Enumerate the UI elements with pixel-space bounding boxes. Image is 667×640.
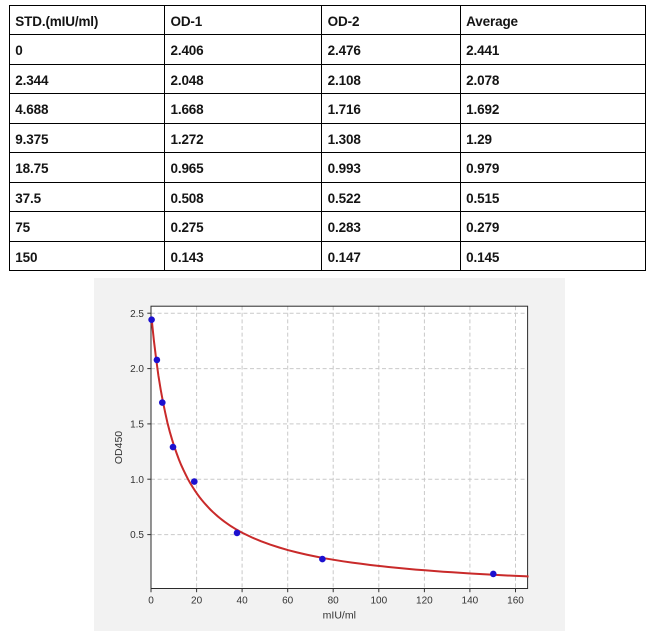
svg-text:20: 20 (191, 595, 203, 606)
svg-text:OD450: OD450 (113, 431, 125, 464)
svg-text:mIU/ml: mIU/ml (323, 610, 356, 622)
svg-text:1.5: 1.5 (130, 420, 144, 431)
svg-text:140: 140 (462, 595, 479, 606)
svg-text:60: 60 (282, 595, 294, 606)
svg-text:0.5: 0.5 (130, 530, 144, 541)
svg-text:80: 80 (328, 595, 340, 606)
svg-text:160: 160 (507, 595, 524, 606)
svg-text:2.5: 2.5 (130, 309, 144, 320)
svg-text:100: 100 (370, 595, 387, 606)
svg-text:0: 0 (148, 595, 154, 606)
svg-text:2.0: 2.0 (130, 364, 144, 375)
svg-text:1.0: 1.0 (130, 475, 144, 486)
svg-text:120: 120 (416, 595, 433, 606)
svg-text:40: 40 (237, 595, 249, 606)
